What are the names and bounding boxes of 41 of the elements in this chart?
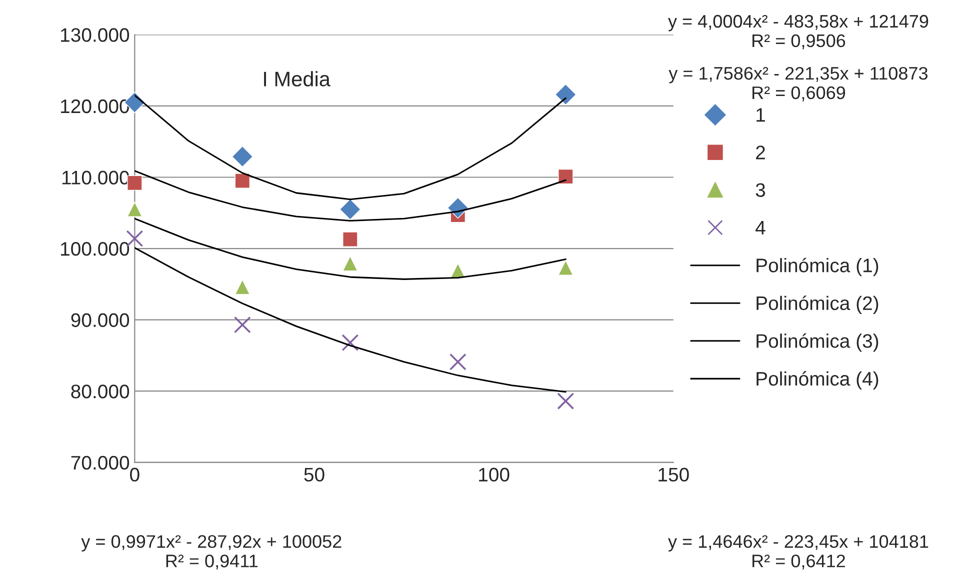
- annotation: y = 4,0004x² - 483,58x + 121479 R² = 0,9506: [668, 14, 928, 50]
- point: [127, 202, 142, 217]
- point: [342, 256, 358, 272]
- y-tick-label: 110.000: [62, 170, 130, 184]
- point: [558, 260, 574, 276]
- line-series: [134, 218, 566, 280]
- point: [342, 334, 359, 352]
- legend-label: 3: [756, 183, 766, 197]
- point: [557, 392, 574, 410]
- x-tick-label: 100: [479, 468, 510, 482]
- legend-label: 4: [756, 220, 766, 234]
- legend-label: Polinómica (4): [756, 371, 878, 390]
- legend-label: Polinómica (3): [756, 333, 878, 352]
- y-tick-label: 70.000: [71, 456, 130, 470]
- legend-label: Polinómica (1): [756, 258, 878, 276]
- point: [234, 316, 251, 334]
- point: [558, 168, 574, 184]
- y-tick-label: 100.000: [61, 242, 130, 256]
- y-tick-label: 120.000: [61, 99, 130, 114]
- x-tick-label: 0: [130, 468, 140, 482]
- text: y = 0,9971x² - 287,92x + 100052 R² = 0,9411: [81, 535, 342, 570]
- annotation: y = 1,7586x² - 221,35x + 110873 R² = 0,6069: [668, 66, 928, 102]
- legend-label: 1: [756, 108, 765, 122]
- point: [340, 198, 361, 220]
- x-tick-label: 50: [304, 468, 324, 482]
- point: [234, 173, 250, 188]
- text: y = 1,4646x² - 223,45x + 104181 R² = 0,6412: [668, 535, 928, 570]
- point: [234, 279, 250, 295]
- y-tick-label: 80.000: [71, 384, 130, 398]
- legend-label: 2: [756, 146, 765, 160]
- text: I Media: [264, 71, 330, 86]
- point: [342, 232, 358, 247]
- x-tick-label: 150: [658, 468, 689, 482]
- point: [555, 84, 576, 106]
- point: [232, 146, 254, 168]
- y-tick-label: 90.000: [71, 313, 130, 328]
- line-series: [134, 247, 566, 393]
- y-tick-label: 130.000: [61, 28, 130, 42]
- legend-label: Polinómica (2): [756, 296, 878, 314]
- point: [127, 175, 142, 191]
- point: [449, 353, 466, 370]
